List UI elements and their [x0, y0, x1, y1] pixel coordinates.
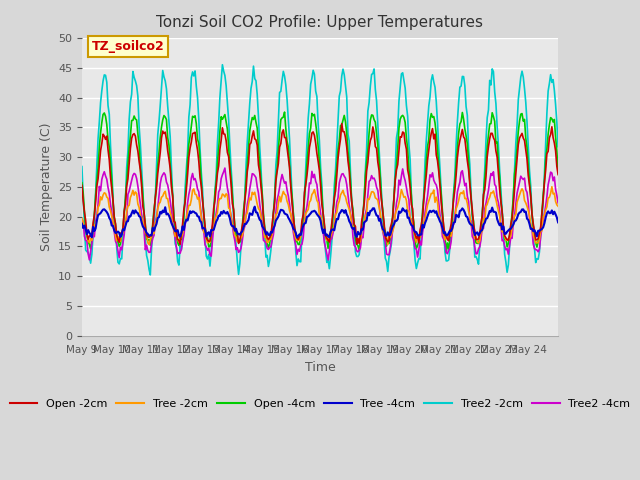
Tree2 -2cm: [147, 272, 154, 278]
Open -4cm: [109, 199, 117, 204]
Tree2 -2cm: [94, 136, 102, 142]
Open -2cm: [176, 241, 184, 247]
Tree -2cm: [145, 241, 153, 247]
Open -4cm: [554, 168, 562, 173]
Open -4cm: [419, 207, 426, 213]
Tree2 -4cm: [420, 223, 428, 228]
Tree2 -4cm: [554, 200, 562, 206]
Open -2cm: [338, 121, 346, 127]
Tree -4cm: [326, 234, 333, 240]
Line: Open -2cm: Open -2cm: [82, 124, 558, 244]
Open -4cm: [281, 109, 289, 115]
Tree2 -4cm: [324, 257, 332, 263]
Tree -2cm: [94, 204, 102, 210]
Tree -4cm: [553, 215, 561, 220]
Tree -2cm: [490, 188, 497, 194]
Open -2cm: [109, 197, 117, 203]
Tree -2cm: [324, 236, 332, 242]
Open -4cm: [324, 245, 332, 251]
Open -4cm: [442, 250, 450, 255]
Line: Tree2 -4cm: Tree2 -4cm: [82, 168, 558, 260]
Tree -2cm: [554, 204, 562, 209]
Line: Tree2 -2cm: Tree2 -2cm: [82, 65, 558, 275]
Tree2 -2cm: [78, 164, 86, 169]
Tree2 -4cm: [94, 201, 102, 207]
Open -2cm: [78, 182, 86, 188]
Tree -2cm: [109, 219, 117, 225]
Open -2cm: [420, 196, 428, 202]
Tree -4cm: [109, 223, 117, 228]
Tree2 -4cm: [109, 222, 117, 228]
Line: Open -4cm: Open -4cm: [82, 112, 558, 252]
Tree2 -4cm: [326, 249, 333, 254]
Open -2cm: [553, 164, 561, 169]
Tree2 -4cm: [221, 165, 228, 171]
Tree2 -2cm: [326, 266, 333, 272]
Tree2 -2cm: [554, 144, 562, 149]
Tree2 -2cm: [491, 89, 499, 95]
Tree2 -4cm: [553, 192, 561, 198]
Tree2 -4cm: [78, 216, 86, 222]
Open -4cm: [78, 180, 86, 186]
Tree -4cm: [554, 219, 562, 225]
Legend: Open -2cm, Tree -2cm, Open -4cm, Tree -4cm, Tree2 -2cm, Tree2 -4cm: Open -2cm, Tree -2cm, Open -4cm, Tree -4…: [5, 395, 635, 414]
Line: Tree -4cm: Tree -4cm: [82, 206, 558, 238]
Y-axis label: Soil Temperature (C): Soil Temperature (C): [40, 122, 52, 251]
Open -4cm: [553, 148, 561, 154]
Open -4cm: [491, 119, 499, 124]
Tree -4cm: [94, 212, 102, 218]
X-axis label: Time: Time: [305, 361, 335, 374]
Tree -4cm: [78, 221, 86, 227]
Text: TZ_soilco2: TZ_soilco2: [92, 40, 164, 53]
Tree2 -4cm: [491, 181, 499, 187]
Tree -2cm: [419, 225, 426, 231]
Open -4cm: [94, 165, 102, 171]
Tree2 -2cm: [109, 194, 117, 200]
Open -2cm: [491, 137, 499, 143]
Tree -4cm: [420, 225, 428, 230]
Tree -4cm: [293, 235, 301, 240]
Tree2 -2cm: [553, 120, 561, 125]
Tree -2cm: [553, 202, 561, 208]
Tree -2cm: [78, 216, 86, 221]
Tree -4cm: [491, 209, 499, 215]
Tree -4cm: [251, 204, 259, 209]
Open -2cm: [324, 238, 332, 243]
Tree -2cm: [548, 184, 556, 190]
Open -2cm: [94, 176, 102, 181]
Line: Tree -2cm: Tree -2cm: [82, 187, 558, 244]
Tree2 -2cm: [219, 62, 227, 68]
Open -2cm: [554, 172, 562, 178]
Title: Tonzi Soil CO2 Profile: Upper Temperatures: Tonzi Soil CO2 Profile: Upper Temperatur…: [157, 15, 483, 30]
Tree2 -2cm: [420, 190, 428, 196]
